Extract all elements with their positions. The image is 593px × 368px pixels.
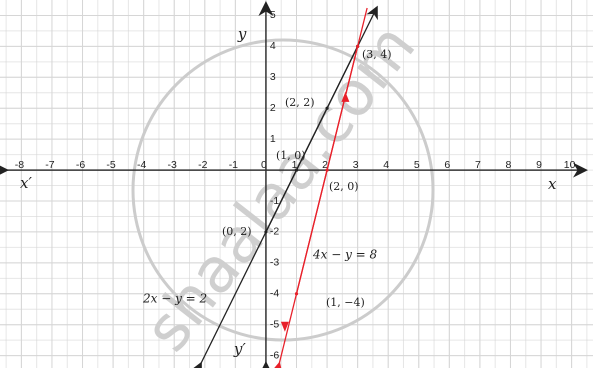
y-tick-label: 4 [270, 40, 276, 52]
x-axis-label: x [548, 175, 557, 193]
point-label: (1, −4) [326, 296, 365, 309]
x-tick-label: -1 [229, 159, 238, 171]
y-tick-label: -6 [270, 349, 279, 361]
y-tick-label: 5 [270, 9, 276, 21]
point-label: (0, 2) [222, 225, 252, 238]
y-axis-label: y [237, 25, 247, 43]
x-tick-label: -5 [106, 159, 115, 171]
x-tick-label: 10 [564, 159, 576, 171]
direction-arrow [341, 91, 350, 102]
point [264, 230, 268, 234]
y-axis-label-neg: y′ [233, 340, 246, 358]
x-tick-label: 3 [353, 159, 359, 171]
point [356, 44, 360, 48]
x-axis-label-neg: x′ [20, 174, 32, 192]
y-tick-label: 3 [270, 71, 276, 83]
point-label: (1, 0) [276, 149, 306, 162]
x-tick-label: 9 [536, 159, 542, 171]
x-tick-label: -2 [198, 159, 207, 171]
x-tick-label: -7 [45, 159, 54, 171]
direction-arrow [280, 321, 289, 332]
point-label: (2, 0) [329, 180, 359, 193]
y-tick-label: -5 [270, 318, 279, 330]
x-tick-label: -8 [15, 159, 24, 171]
x-tick-label: 4 [383, 159, 389, 171]
y-tick-label: -2 [270, 226, 279, 238]
line-label: 4x − y = 8 [312, 248, 378, 262]
line-label: 2x − y = 2 [142, 292, 207, 306]
point [294, 168, 299, 172]
y-tick-label: 2 [270, 102, 276, 114]
x-tick-label: 8 [506, 159, 512, 171]
point-label: (3, 4) [362, 48, 392, 61]
x-tick-label: 5 [414, 159, 420, 171]
y-tick-label: -3 [270, 257, 279, 269]
x-tick-label: 6 [444, 159, 450, 171]
point-label: (2, 2) [285, 96, 315, 109]
y-tick-label: -4 [270, 288, 279, 300]
x-tick-label: -4 [137, 159, 146, 171]
point [325, 168, 329, 172]
x-tick-label: 7 [475, 159, 481, 171]
x-tick-label: -6 [76, 159, 85, 171]
y-tick-label: -1 [270, 195, 279, 207]
point [294, 292, 299, 296]
x-tick-label: -3 [168, 159, 177, 171]
series-line [265, 46, 359, 233]
point [325, 106, 329, 110]
y-tick-label: 1 [270, 133, 276, 145]
